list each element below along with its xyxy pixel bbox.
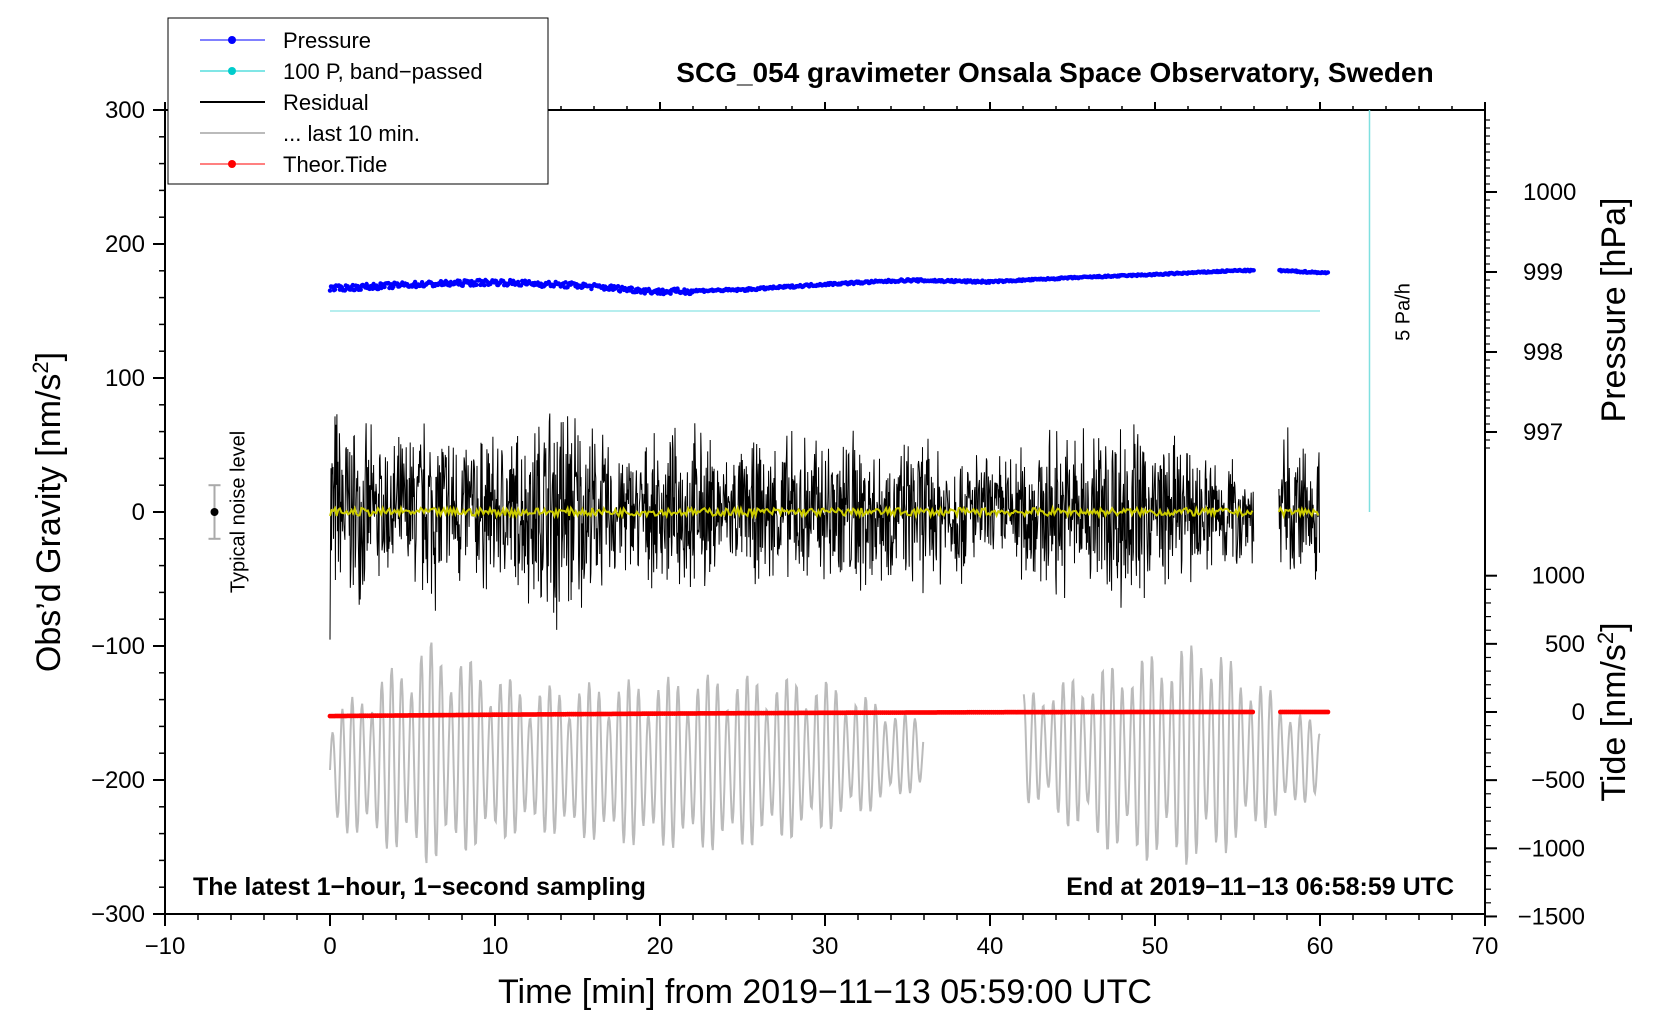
series-band-passed-residual-line bbox=[329, 504, 1320, 520]
pressure-point bbox=[1251, 268, 1256, 273]
y-axis-ticks: 300 200 100 0 −100 −200 −300 bbox=[91, 97, 165, 928]
x-tick-label: 30 bbox=[812, 933, 839, 960]
y-tick-label: 200 bbox=[105, 231, 145, 258]
y-axis-title-close: ] bbox=[30, 352, 68, 361]
noise-level-indicator bbox=[208, 484, 221, 540]
tide-axis-title: Tide [nm/s2] bbox=[1593, 622, 1634, 801]
pressure-point bbox=[382, 284, 387, 290]
pressure-point bbox=[327, 288, 333, 293]
pressure-tick-label: 999 bbox=[1523, 259, 1563, 286]
x-tick-label: 0 bbox=[323, 933, 336, 960]
rate-scale-label: 5 Pa/h bbox=[1393, 283, 1415, 341]
noise-level-label: Typical noise level bbox=[228, 431, 250, 593]
pressure-point bbox=[515, 279, 521, 285]
pressure-axis-ticks: 1000 999 998 997 bbox=[1485, 119, 1576, 449]
noise-center-dot bbox=[210, 508, 219, 516]
legend-label: Theor.Tide bbox=[283, 152, 387, 177]
pressure-point bbox=[474, 282, 479, 287]
end-time-note: End at 2019−11−13 06:58:59 UTC bbox=[1066, 873, 1454, 901]
legend-swatch-marker bbox=[228, 160, 236, 168]
tide-tick-label: −500 bbox=[1531, 767, 1585, 794]
tide-tick-label: −1500 bbox=[1518, 903, 1585, 930]
y-axis-title: Obs’d Gravity [nm/s2] bbox=[28, 352, 69, 672]
pressure-tick-label: 997 bbox=[1523, 419, 1563, 446]
y-axis-title-main: Obs’d Gravity [nm/s bbox=[30, 374, 68, 673]
pressure-point bbox=[629, 285, 635, 291]
x-tick-label: 70 bbox=[1472, 933, 1499, 960]
y-tick-label: 100 bbox=[105, 365, 145, 392]
tide-axis-title-main: Tide [nm/s bbox=[1595, 644, 1633, 801]
legend-label: ... last 10 min. bbox=[283, 121, 420, 146]
pressure-point bbox=[563, 280, 568, 285]
y-tick-label: −100 bbox=[91, 633, 145, 660]
pressure-point bbox=[656, 287, 661, 292]
pressure-tick-label: 1000 bbox=[1523, 179, 1576, 206]
pressure-point bbox=[332, 287, 338, 292]
pressure-point bbox=[482, 283, 487, 288]
y-tick-label: −200 bbox=[91, 767, 145, 794]
tide-axis-title-close: ] bbox=[1595, 622, 1633, 631]
series-layer bbox=[327, 267, 1331, 865]
legend-label: Pressure bbox=[283, 28, 371, 53]
pressure-point bbox=[1325, 270, 1331, 275]
x-tick-label: 50 bbox=[1142, 933, 1169, 960]
legend-swatch-marker bbox=[228, 67, 236, 75]
tide-point bbox=[1250, 709, 1256, 715]
tide-axis-title-sup: 2 bbox=[1593, 632, 1618, 644]
sampling-note: The latest 1−hour, 1−second sampling bbox=[193, 873, 646, 901]
pressure-tick-label: 998 bbox=[1523, 339, 1563, 366]
legend-swatch-marker bbox=[228, 36, 236, 44]
pressure-point bbox=[668, 291, 673, 296]
legend-label: 100 P, band−passed bbox=[283, 59, 483, 84]
tide-axis-ticks: 1000 500 0 −500 −1000 −1500 bbox=[1485, 563, 1585, 930]
series-theor-tide-points bbox=[327, 709, 1331, 719]
tide-tick-label: −1000 bbox=[1518, 835, 1585, 862]
x-tick-label: −10 bbox=[145, 933, 186, 960]
pressure-point bbox=[391, 284, 396, 289]
pressure-point bbox=[419, 280, 425, 285]
legend: Pressure 100 P, band−passed Residual ... la… bbox=[167, 17, 549, 185]
pressure-axis-title: Pressure [hPa] bbox=[1595, 198, 1633, 423]
pressure-point bbox=[615, 284, 621, 289]
tide-point bbox=[1325, 709, 1331, 715]
legend-entries: Pressure 100 P, band−passed Residual ... la… bbox=[200, 28, 483, 177]
series-pressure-points bbox=[327, 267, 1331, 297]
x-tick-label: 10 bbox=[482, 933, 509, 960]
y-tick-label: 0 bbox=[132, 499, 145, 526]
chart-title: SCG_054 gravimeter Onsala Space Observat… bbox=[676, 57, 1433, 88]
x-axis-ticks: −10 0 10 20 30 40 50 60 70 bbox=[145, 102, 1499, 960]
tide-tick-label: 0 bbox=[1572, 699, 1585, 726]
tide-tick-label: 500 bbox=[1545, 631, 1585, 658]
y-tick-label: −300 bbox=[91, 901, 145, 928]
y-axis-title-sup: 2 bbox=[28, 361, 53, 373]
x-tick-label: 40 bbox=[977, 933, 1004, 960]
series-last-10-min-line bbox=[329, 642, 1321, 865]
pressure-point bbox=[358, 287, 363, 292]
legend-label: Residual bbox=[283, 90, 369, 115]
y-tick-label: 300 bbox=[105, 97, 145, 124]
x-tick-label: 20 bbox=[647, 933, 674, 960]
series-residual-line bbox=[329, 413, 1320, 640]
x-tick-label: 60 bbox=[1307, 933, 1334, 960]
x-axis-title: Time [min] from 2019−11−13 05:59:00 UTC bbox=[498, 973, 1152, 1011]
tide-tick-label: 1000 bbox=[1532, 563, 1585, 590]
